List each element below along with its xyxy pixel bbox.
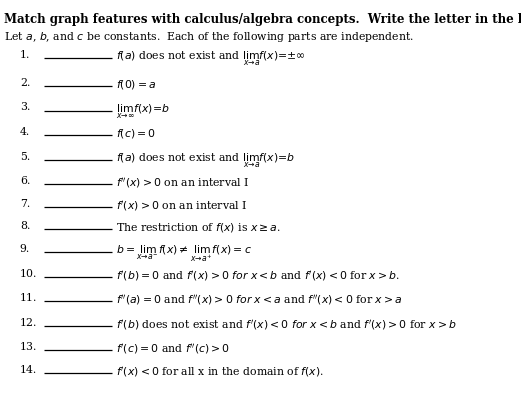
Text: $f'(b)$ does not exist and $f'(x) < 0$ $for$ $x < b$ and $f'(x) > 0$ for $x > b$: $f'(b)$ does not exist and $f'(x) < 0$ $… [116, 317, 456, 331]
Text: $b = \lim_{x \to a^-} f(x) \neq \lim_{x \to a^+} f(x) = c$: $b = \lim_{x \to a^-} f(x) \neq \lim_{x … [116, 243, 252, 264]
Text: $f'(x) < 0$ for all x in the domain of $f(x)$.: $f'(x) < 0$ for all x in the domain of $… [116, 364, 324, 378]
Text: 4.: 4. [20, 127, 30, 137]
Text: The restriction of $f(x)$ is $x \geq a$.: The restriction of $f(x)$ is $x \geq a$. [116, 221, 281, 234]
Text: $f'(c) = 0$ and $f''(c) > 0$: $f'(c) = 0$ and $f''(c) > 0$ [116, 342, 230, 355]
Text: 12.: 12. [20, 317, 37, 327]
Text: 10.: 10. [20, 268, 37, 278]
Text: 13.: 13. [20, 342, 37, 351]
Text: 5.: 5. [20, 151, 30, 161]
Text: 3.: 3. [20, 102, 30, 112]
Text: 9.: 9. [20, 243, 30, 253]
Text: Match graph features with calculus/algebra concepts.  Write the letter in the bl: Match graph features with calculus/algeb… [4, 13, 521, 26]
Text: $f(a)$ does not exist and $\lim_{x \to a} f(x) = b$: $f(a)$ does not exist and $\lim_{x \to a… [116, 151, 295, 169]
Text: $f(a)$ does not exist and $\lim_{x \to a} f(x) = \pm\infty$: $f(a)$ does not exist and $\lim_{x \to a… [116, 50, 305, 68]
Text: 14.: 14. [20, 364, 37, 374]
Text: $f(0) = a$: $f(0) = a$ [116, 78, 156, 91]
Text: 7.: 7. [20, 198, 30, 208]
Text: $f''(x) > 0$ on an interval I: $f''(x) > 0$ on an interval I [116, 176, 249, 190]
Text: $f(c) = 0$: $f(c) = 0$ [116, 127, 156, 140]
Text: $f''(a) = 0$ and $f''(x) > 0$ $for$ $x < a$ and $f''(x) < 0$ for $x > a$: $f''(a) = 0$ and $f''(x) > 0$ $for$ $x <… [116, 292, 402, 306]
Text: $f'(b) = 0$ and $f'(x) > 0$ $for$ $x < b$ and $f'(x) < 0$ for $x > b$.: $f'(b) = 0$ and $f'(x) > 0$ $for$ $x < b… [116, 268, 400, 282]
Text: 2.: 2. [20, 78, 30, 88]
Text: Let $a$, $b$, and $c$ be constants.  Each of the following parts are independent: Let $a$, $b$, and $c$ be constants. Each… [4, 29, 414, 43]
Text: 11.: 11. [20, 292, 37, 302]
Text: 6.: 6. [20, 176, 30, 186]
Text: 8.: 8. [20, 221, 30, 231]
Text: $\lim_{x \to \infty} f(x) = b$: $\lim_{x \to \infty} f(x) = b$ [116, 102, 169, 120]
Text: $f'(x) > 0$ on an interval I: $f'(x) > 0$ on an interval I [116, 198, 247, 212]
Text: 1.: 1. [20, 50, 30, 60]
